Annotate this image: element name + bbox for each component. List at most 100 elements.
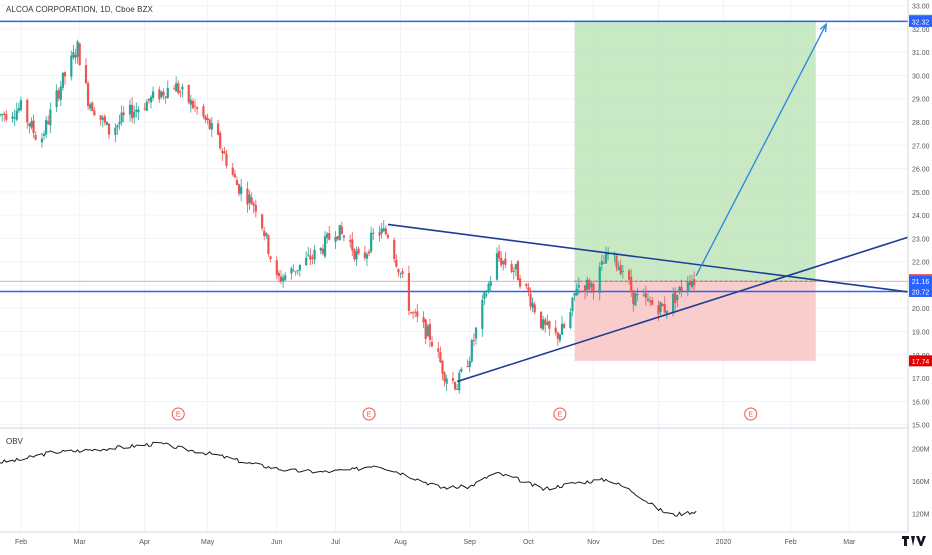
candle — [414, 308, 417, 318]
candle-body — [412, 312, 415, 314]
earnings-marker[interactable]: E — [362, 407, 376, 421]
tradingview-logo[interactable] — [900, 533, 928, 547]
candle — [372, 228, 375, 241]
candle-body — [648, 300, 652, 303]
candle-body — [632, 290, 635, 305]
candle — [143, 103, 146, 111]
candle-body — [210, 123, 213, 130]
candle-body — [5, 114, 8, 120]
candle-body — [399, 273, 402, 275]
candle-body — [334, 237, 337, 242]
obv-line — [0, 441, 697, 517]
candle-body — [472, 339, 476, 341]
candle — [401, 267, 404, 278]
candle — [15, 102, 18, 122]
candle — [294, 271, 297, 276]
candle — [277, 269, 281, 283]
earnings-marker[interactable]: E — [744, 407, 758, 421]
earnings-marker[interactable]: E — [553, 407, 567, 421]
candle — [617, 261, 620, 271]
candle-body — [598, 266, 601, 293]
candle — [122, 106, 125, 123]
price-badge-bg — [909, 285, 932, 297]
candle — [407, 265, 411, 316]
candle-body — [487, 283, 490, 293]
candle — [145, 99, 148, 111]
candle-body — [690, 281, 694, 288]
candle-body — [223, 151, 226, 154]
candle — [351, 232, 354, 256]
candle — [0, 113, 4, 122]
candle-body — [0, 114, 4, 116]
candle — [221, 148, 224, 162]
price-tick-label: 32.00 — [912, 27, 930, 34]
candle — [275, 256, 278, 280]
candle-body — [539, 311, 543, 329]
candle — [573, 292, 576, 301]
candle — [676, 294, 679, 308]
candle-body — [583, 285, 587, 293]
candle-body — [172, 88, 176, 90]
candle — [172, 85, 176, 90]
candle — [502, 260, 505, 271]
obv-tick-label: 160M — [912, 479, 930, 486]
candle — [26, 98, 29, 129]
candle — [57, 87, 60, 102]
candle-body — [489, 281, 492, 286]
candle — [644, 285, 647, 306]
candle — [137, 105, 140, 121]
candle — [693, 271, 696, 292]
candle — [504, 251, 507, 269]
price-badge-label: 17.74 — [912, 359, 930, 366]
candle — [441, 359, 444, 381]
candle — [546, 314, 549, 326]
candle-body — [573, 293, 576, 296]
earnings-marker[interactable]: E — [171, 407, 185, 421]
candle — [353, 248, 356, 262]
time-axis-label: Apr — [139, 539, 151, 546]
candle-body — [275, 260, 278, 276]
projection-arrow-line — [695, 23, 827, 276]
candle — [191, 98, 195, 110]
candle-body — [28, 123, 31, 126]
candle — [510, 260, 513, 274]
candle — [648, 296, 652, 307]
candle-body — [619, 265, 622, 275]
candle-body — [267, 235, 270, 255]
candle-body — [248, 194, 251, 203]
candle-body — [676, 294, 679, 301]
candle — [575, 283, 578, 297]
candle — [196, 106, 199, 115]
candle — [72, 44, 75, 60]
candle-body — [164, 96, 167, 98]
candle — [384, 225, 387, 236]
time-axis-label: Sep — [463, 539, 476, 546]
candle — [363, 245, 366, 261]
candle — [147, 98, 150, 104]
candle-body — [481, 299, 484, 330]
candle — [674, 287, 677, 311]
candle — [443, 370, 446, 387]
candle-body — [284, 275, 287, 280]
candle — [5, 110, 8, 122]
candle-body — [560, 323, 564, 335]
candle-body — [281, 277, 285, 282]
candle — [237, 183, 241, 197]
candle-body — [367, 251, 371, 254]
candle — [252, 201, 255, 214]
candle — [460, 367, 463, 374]
candle — [45, 116, 48, 139]
price-tick-label: 16.00 — [912, 399, 930, 406]
candle — [298, 264, 301, 277]
candle-body — [382, 228, 385, 232]
candle-body — [531, 302, 534, 308]
candle-body — [646, 298, 650, 301]
candle — [539, 311, 543, 330]
candle — [70, 50, 73, 81]
candle-body — [558, 334, 561, 341]
price-tick-label: 23.00 — [912, 236, 930, 243]
candle — [240, 178, 243, 202]
candle — [430, 335, 434, 348]
